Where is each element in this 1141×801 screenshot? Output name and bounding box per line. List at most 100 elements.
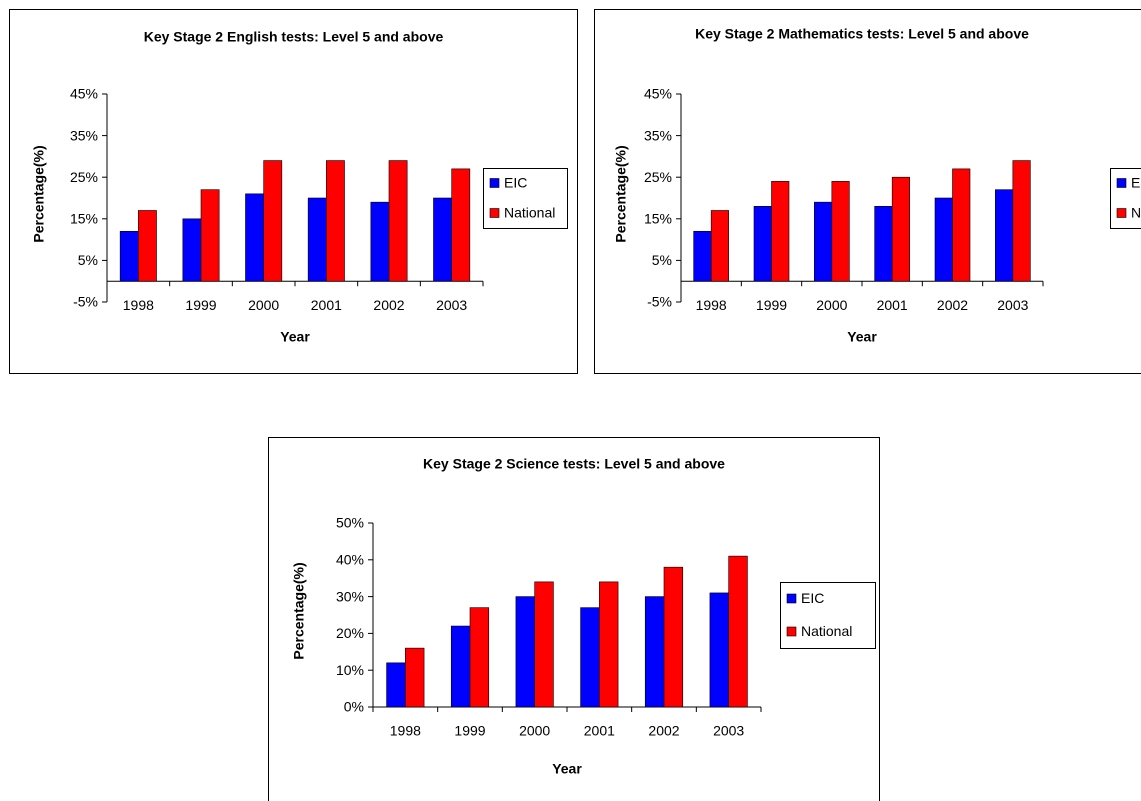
bar [138,210,157,282]
bar [693,230,712,282]
bar [663,566,684,708]
y-tick-label: 15% [644,211,672,227]
bar [995,189,1014,282]
y-tick-label: 0% [344,699,364,715]
bar [405,647,425,708]
bar [433,197,452,282]
y-tick-label: 5% [652,252,672,268]
legend-swatch [489,178,500,188]
legend-box [780,582,876,649]
x-tick-label: 1999 [454,723,485,739]
y-tick-label: 25% [644,169,672,185]
x-tick-label: 2000 [519,723,550,739]
y-tick-label: -5% [647,294,672,310]
bar [451,168,471,282]
chart-title: Key Stage 2 Science tests: Level 5 and a… [423,456,725,472]
x-tick-label: 2003 [713,723,744,739]
x-tick-label: 2001 [877,297,908,313]
y-axis-title: Percentage(%) [31,145,47,242]
bar [245,193,264,282]
x-axis-title: Year [552,761,582,777]
x-tick-label: 1998 [390,723,421,739]
chart: Key Stage 2 English tests: Level 5 and a… [9,9,578,374]
legend-label: EIC [504,175,527,191]
bar [182,218,202,282]
y-tick-label: 20% [336,625,364,641]
y-tick-label: 50% [336,515,364,531]
bar [388,160,408,282]
y-tick-label: 35% [644,127,672,143]
y-tick-label: 45% [70,86,98,102]
x-tick-label: 1998 [123,297,154,313]
x-tick-label: 1999 [185,297,216,313]
x-axis-title: Year [847,329,877,345]
y-tick-label: 25% [70,169,98,185]
bar [469,607,490,708]
x-tick-label: 1998 [696,297,727,313]
bar [831,181,850,282]
bar [580,607,600,708]
legend-swatch [489,208,500,218]
bar [263,160,283,282]
bar [515,596,535,708]
bar [326,160,345,282]
x-tick-label: 2001 [584,723,615,739]
chart: Key Stage 2 Science tests: Level 5 and a… [268,437,880,801]
bar [119,230,139,282]
bar [1012,160,1031,282]
x-tick-label: 2002 [937,297,968,313]
chart-title: Key Stage 2 Mathematics tests: Level 5 a… [695,26,1029,42]
chart-border [9,9,578,374]
bar [307,197,327,282]
x-tick-label: 2003 [997,297,1028,313]
legend-label: EIC [801,590,824,606]
bar [599,581,619,708]
bar [952,168,971,282]
x-tick-label: 2000 [248,297,279,313]
bar [644,596,665,708]
legend-label: EIC [1131,175,1141,191]
bar [874,206,893,282]
bar [534,581,554,708]
bar [370,201,390,282]
y-tick-label: -5% [73,294,98,310]
y-tick-label: 30% [336,588,364,604]
chart-border [594,9,1141,374]
y-tick-label: 15% [70,211,98,227]
x-tick-label: 2000 [816,297,847,313]
y-tick-label: 5% [78,252,98,268]
y-tick-label: 45% [644,86,672,102]
legend-label: National [504,205,555,221]
bar [934,197,953,282]
legend-swatch [786,626,797,637]
x-tick-label: 2002 [648,723,679,739]
x-tick-label: 2003 [436,297,467,313]
y-tick-label: 40% [336,552,364,568]
bar [728,555,748,708]
legend-label: National [801,623,852,639]
y-tick-label: 35% [70,127,98,143]
bar [710,210,729,282]
bar [386,662,406,708]
chart-title: Key Stage 2 English tests: Level 5 and a… [144,29,444,45]
bar [771,181,790,282]
legend-label: National [1131,205,1141,221]
bar [814,201,833,282]
bar [450,625,471,708]
y-tick-label: 10% [336,662,364,678]
bar [200,189,220,282]
bar [709,592,729,708]
legend-swatch [1116,178,1127,188]
legend-swatch [786,593,797,604]
bar [753,206,772,282]
legend-swatch [1116,208,1127,218]
chart-border [268,437,880,801]
bar [891,176,910,282]
x-tick-label: 2002 [373,297,404,313]
x-tick-label: 2001 [311,297,342,313]
y-axis-title: Percentage(%) [613,145,629,242]
y-axis-title: Percentage(%) [291,562,307,659]
x-tick-label: 1999 [756,297,787,313]
x-axis-title: Year [280,329,310,345]
